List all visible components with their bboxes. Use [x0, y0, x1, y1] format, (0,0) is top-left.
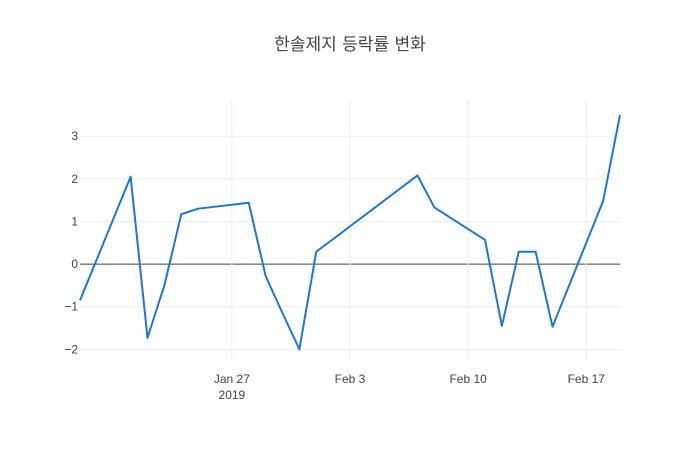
x-tick-label: Jan 27	[214, 372, 250, 386]
series-layer	[79, 114, 621, 351]
x-tick-sublabel: 2019	[219, 388, 246, 402]
y-tick-label: 3	[71, 129, 78, 143]
y-tick-label: −2	[64, 342, 78, 356]
chart-title: 한솔제지 등락률 변화	[274, 35, 426, 55]
y-tick-label: 2	[71, 172, 78, 186]
axis-layer: −2 −1 0 1 2 3 Jan 27 2019 Feb 3 Feb 10 Feb 17	[64, 129, 605, 402]
x-tick-label: Feb 3	[335, 372, 366, 386]
series-line	[79, 114, 621, 351]
y-tick-label: −1	[64, 300, 78, 314]
grid-layer	[80, 100, 620, 360]
y-tick-label: 0	[71, 257, 78, 271]
y-tick-label: 1	[71, 214, 78, 228]
x-tick-label: Feb 17	[568, 372, 606, 386]
x-tick-label: Feb 10	[449, 372, 487, 386]
